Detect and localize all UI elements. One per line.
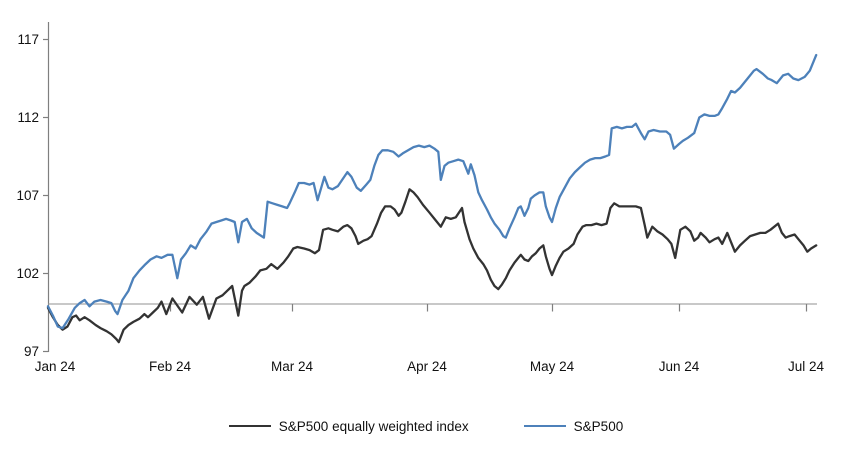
chart-legend: S&P500 equally weighted index S&P500 [0,414,852,438]
legend-label-sp500: S&P500 [573,418,624,434]
y-tick-label: 102 [16,266,39,281]
x-tick-label: May 24 [530,359,575,374]
y-tick-label: 97 [24,344,39,359]
x-axis-ticks [169,304,808,312]
line-chart: 117 112 107 102 97 Jan 24 Feb 24 Mar 24 … [16,22,825,374]
y-axis-ticks [43,38,49,353]
series-line-sp500-equal-weight [46,188,818,344]
legend-item-sp500-equal-weight: S&P500 equally weighted index [228,418,469,434]
x-tick-label: Jun 24 [659,359,700,374]
x-tick-label: Jul 24 [788,359,825,374]
x-tick-label: Mar 24 [271,359,314,374]
x-tick-label: Apr 24 [407,359,447,374]
x-tick-label: Feb 24 [149,359,192,374]
series-line-sp500 [46,53,818,330]
legend-swatch-sp500 [523,424,566,428]
y-tick-label: 117 [17,32,39,47]
legend-swatch-sp500-equal-weight [228,424,271,428]
x-tick-label: Jan 24 [35,359,76,374]
y-tick-label: 107 [16,188,39,203]
legend-item-sp500: S&P500 [523,418,624,434]
legend-label-sp500-equal-weight: S&P500 equally weighted index [278,418,469,434]
y-tick-label: 112 [17,110,39,125]
